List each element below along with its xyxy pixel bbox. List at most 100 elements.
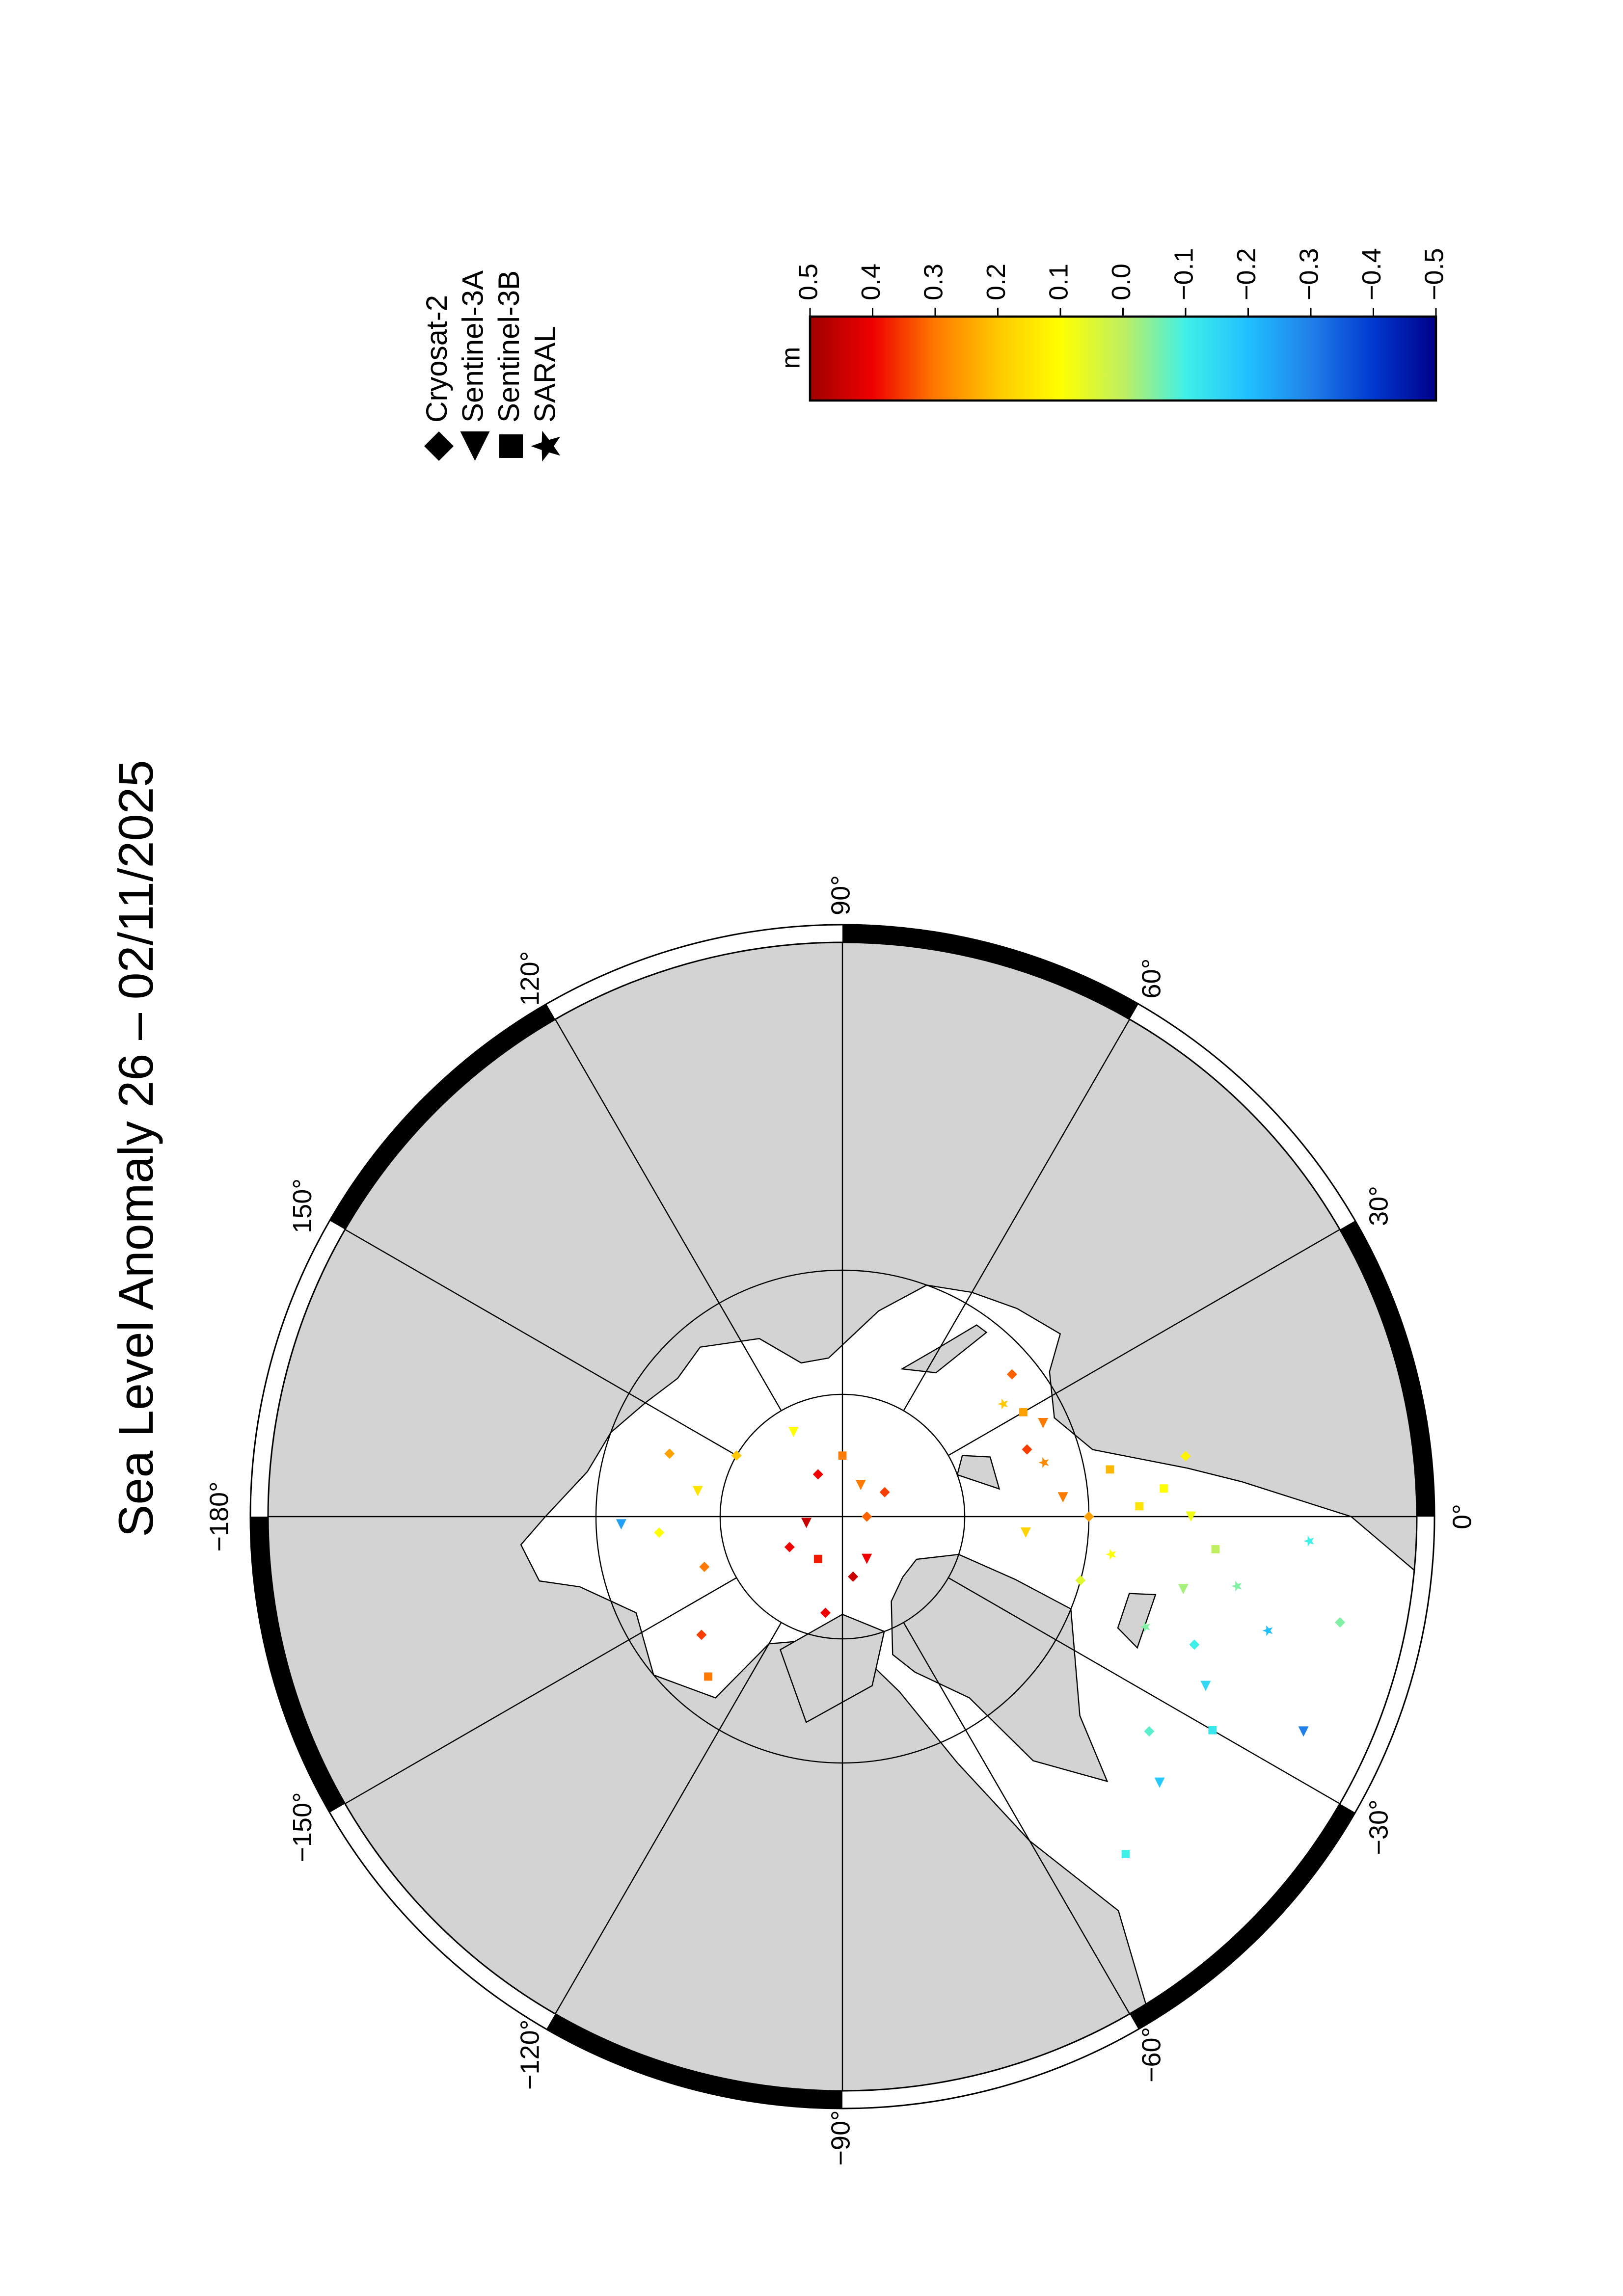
data-point — [1022, 1444, 1032, 1455]
lon-label: 150° — [288, 1178, 317, 1233]
lon-label: −150° — [288, 1792, 317, 1862]
lon-label: −90° — [826, 2110, 855, 2165]
data-point — [1075, 1575, 1086, 1586]
data-point — [1144, 1726, 1155, 1737]
frame-segment — [1340, 1221, 1434, 1517]
data-point — [1298, 1726, 1309, 1737]
data-point — [848, 1571, 859, 1582]
colorbar-tick-label: −0.2 — [1232, 248, 1261, 300]
frame-segment — [1129, 1804, 1355, 2029]
colorbar-tick-label: 0.0 — [1107, 264, 1136, 300]
data-point — [1006, 1369, 1017, 1380]
data-point — [1038, 1457, 1049, 1468]
data-point — [1262, 1625, 1273, 1636]
data-point — [654, 1527, 665, 1538]
lon-label: 0° — [1447, 1504, 1477, 1529]
data-point — [692, 1486, 703, 1496]
legend-label: Sentinel-3A — [456, 270, 489, 423]
frame-segment — [842, 925, 1138, 1019]
data-point — [838, 1451, 847, 1460]
data-point — [1106, 1549, 1116, 1560]
data-point — [1019, 1408, 1028, 1416]
data-point — [616, 1519, 626, 1530]
data-point — [788, 1427, 799, 1438]
colorbar-tick-label: 0.2 — [981, 264, 1011, 300]
colorbar-tick-label: 0.1 — [1044, 264, 1073, 300]
data-point — [1200, 1681, 1211, 1691]
colorbar-tick-label: −0.4 — [1357, 248, 1386, 300]
land — [1117, 1593, 1157, 1649]
lon-label: −120° — [515, 2020, 544, 2090]
data-point — [1303, 1535, 1314, 1547]
lon-label: 90° — [826, 875, 855, 915]
data-point — [1180, 1451, 1191, 1462]
colorbar-unit: m — [776, 347, 805, 369]
data-point — [1186, 1511, 1196, 1522]
frame-segment — [546, 2014, 843, 2109]
data-point — [1335, 1617, 1346, 1628]
colorbar — [809, 315, 1437, 402]
meridian — [345, 1577, 737, 1805]
data-point — [998, 1398, 1008, 1410]
data-point — [1140, 1621, 1150, 1632]
lon-label: 30° — [1364, 1186, 1394, 1226]
data-point — [1083, 1511, 1094, 1522]
colorbar-tick-label: 0.3 — [919, 264, 948, 300]
land — [956, 1455, 1001, 1490]
lon-label: −30° — [1364, 1799, 1394, 1855]
data-point — [699, 1561, 710, 1572]
meridian — [903, 1622, 1131, 2014]
data-point — [1020, 1527, 1031, 1538]
data-point — [862, 1511, 872, 1522]
data-point — [731, 1450, 742, 1461]
data-point — [813, 1554, 822, 1563]
rotated-figure: Sea Level Anomaly 26 – 02/11/2025 0° 30° 6… — [108, 248, 1477, 2165]
title: Sea Level Anomaly 26 – 02/11/2025 — [108, 760, 163, 1537]
land — [900, 1324, 988, 1374]
data-point — [1121, 1850, 1130, 1859]
colorbar-tick-label: −0.5 — [1419, 248, 1449, 300]
data-point — [696, 1629, 707, 1640]
data-point — [1038, 1417, 1049, 1428]
land — [779, 1613, 885, 1723]
colorbar-tick-label: 0.5 — [793, 264, 823, 300]
meridian — [554, 1019, 782, 1411]
legend-marker — [499, 434, 523, 458]
meridian — [948, 1577, 1340, 1805]
data-point — [801, 1518, 812, 1528]
legend-marker — [424, 431, 454, 461]
lon-label: −180° — [204, 1481, 234, 1551]
data-point — [855, 1479, 866, 1490]
data-point — [1057, 1492, 1068, 1503]
meridian — [903, 1019, 1131, 1411]
data-point — [1135, 1502, 1144, 1511]
lon-label: −60° — [1136, 2027, 1166, 2082]
colorbar-tick-label: −0.3 — [1294, 248, 1324, 300]
data-point — [1106, 1465, 1114, 1474]
legend-marker — [460, 431, 490, 461]
data-point — [704, 1672, 712, 1681]
data-point — [812, 1469, 823, 1480]
colorbar-tick-label: −0.1 — [1169, 248, 1198, 300]
data-point — [1211, 1545, 1220, 1553]
frame-segment — [329, 1004, 556, 1230]
frame-segment — [250, 1517, 345, 1813]
meridian — [345, 1228, 737, 1456]
data-point — [664, 1448, 675, 1459]
lon-label: 120° — [515, 951, 544, 1006]
legend-marker — [531, 430, 561, 462]
lon-label: 60° — [1136, 959, 1166, 999]
legend-label: Sentinel-3B — [492, 270, 525, 423]
colorbar-tick-label: 0.4 — [856, 264, 886, 300]
data-point — [1178, 1584, 1189, 1595]
data-point — [1231, 1580, 1242, 1592]
data-point — [862, 1553, 872, 1564]
data-point — [1208, 1726, 1217, 1735]
legend-label: SARAL — [528, 326, 561, 423]
data-point — [1160, 1484, 1168, 1493]
meridian — [554, 1622, 782, 2014]
data-point — [1189, 1639, 1200, 1650]
meridian — [948, 1228, 1340, 1456]
